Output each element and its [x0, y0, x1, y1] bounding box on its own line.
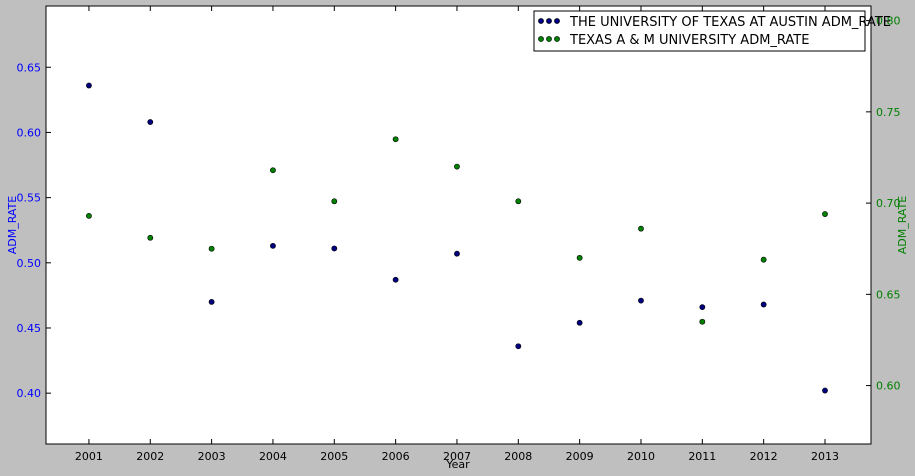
- legend-label-ut-austin: THE UNIVERSITY OF TEXAS AT AUSTIN ADM_RA…: [569, 15, 891, 30]
- data-point-series-1: [699, 318, 706, 325]
- x-tick-label: 2006: [382, 450, 410, 463]
- data-point-series-0: [147, 119, 154, 125]
- legend-markers: [538, 18, 560, 42]
- x-tick-label: 2008: [504, 450, 532, 463]
- data-point-series-0: [331, 245, 338, 252]
- x-axis: 2001 2002 2003 2004 2005 2006 2007 2008 2009 2010…: [75, 6, 839, 463]
- x-tick-label: 2004: [259, 450, 287, 463]
- data-point-series-0: [515, 343, 522, 350]
- data-point-series-1: [638, 225, 644, 232]
- left-y-tick-label: 0.40: [17, 387, 42, 400]
- legend: THE UNIVERSITY OF TEXAS AT AUSTIN ADM_RA…: [533, 10, 891, 52]
- data-point-series-1: [147, 234, 154, 241]
- right-y-tick-label: 0.60: [876, 380, 901, 393]
- right-y-tick-label: 0.80: [876, 15, 901, 28]
- legend-marker-series-1: [538, 36, 544, 42]
- legend-marker-series-0: [546, 18, 552, 24]
- data-point-series-1: [454, 163, 460, 170]
- right-y-axis-title: ADM_RATE: [896, 196, 909, 255]
- legend-box: [533, 10, 866, 52]
- x-tick-label: 2010: [627, 450, 655, 463]
- legend-marker-series-0: [538, 18, 544, 24]
- data-point-series-1: [270, 167, 276, 174]
- x-tick-label: 2009: [566, 450, 594, 463]
- data-point-series-0: [576, 319, 583, 326]
- left-y-tick-label: 0.65: [17, 61, 42, 74]
- data-point-series-1: [392, 136, 399, 143]
- legend-marker-series-0: [554, 18, 560, 24]
- data-point-series-1: [208, 245, 215, 252]
- x-tick-label: 2005: [320, 450, 348, 463]
- data-point-series-0: [822, 387, 828, 394]
- data-points: [86, 82, 828, 394]
- data-point-series-0: [454, 250, 460, 257]
- x-tick-label: 2012: [750, 450, 778, 463]
- data-point-series-1: [515, 198, 522, 205]
- data-point-series-1: [86, 212, 92, 219]
- data-point-series-0: [208, 299, 215, 305]
- left-y-axis: 0.40 0.45 0.50 0.55 0.60 0.65: [17, 61, 51, 400]
- legend-label-texas-am: TEXAS A & M UNIVERSITY ADM_RATE: [569, 33, 809, 48]
- x-tick-label: 2013: [811, 450, 839, 463]
- x-axis-title: Year: [445, 458, 470, 471]
- data-point-series-0: [760, 301, 767, 308]
- right-y-axis: 0.60 0.65 0.70 0.75 0.80: [866, 15, 901, 393]
- data-point-series-0: [699, 304, 706, 311]
- left-y-tick-label: 0.60: [17, 126, 42, 139]
- data-point-series-0: [86, 82, 92, 89]
- plot-area: [45, 5, 872, 445]
- data-point-series-0: [270, 242, 276, 249]
- left-y-axis-title: ADM_RATE: [6, 196, 19, 255]
- data-point-series-1: [331, 198, 338, 205]
- left-y-tick-label: 0.50: [17, 257, 42, 270]
- legend-marker-series-1: [554, 36, 560, 42]
- right-y-tick-label: 0.75: [876, 106, 901, 119]
- right-y-tick-label: 0.65: [876, 288, 901, 301]
- right-y-tick-label: 0.70: [876, 197, 901, 210]
- x-tick-label: 2001: [75, 450, 103, 463]
- data-point-series-1: [760, 256, 767, 263]
- data-point-series-1: [576, 254, 583, 261]
- x-tick-label: 2007: [443, 450, 471, 463]
- left-y-tick-label: 0.55: [17, 192, 42, 205]
- data-point-series-0: [392, 276, 399, 283]
- data-point-series-1: [822, 211, 828, 217]
- left-y-tick-label: 0.45: [17, 322, 42, 335]
- data-point-series-0: [638, 297, 644, 304]
- x-tick-label: 2003: [198, 450, 226, 463]
- legend-marker-series-1: [546, 36, 552, 42]
- x-tick-label: 2011: [688, 450, 716, 463]
- x-tick-label: 2002: [136, 450, 164, 463]
